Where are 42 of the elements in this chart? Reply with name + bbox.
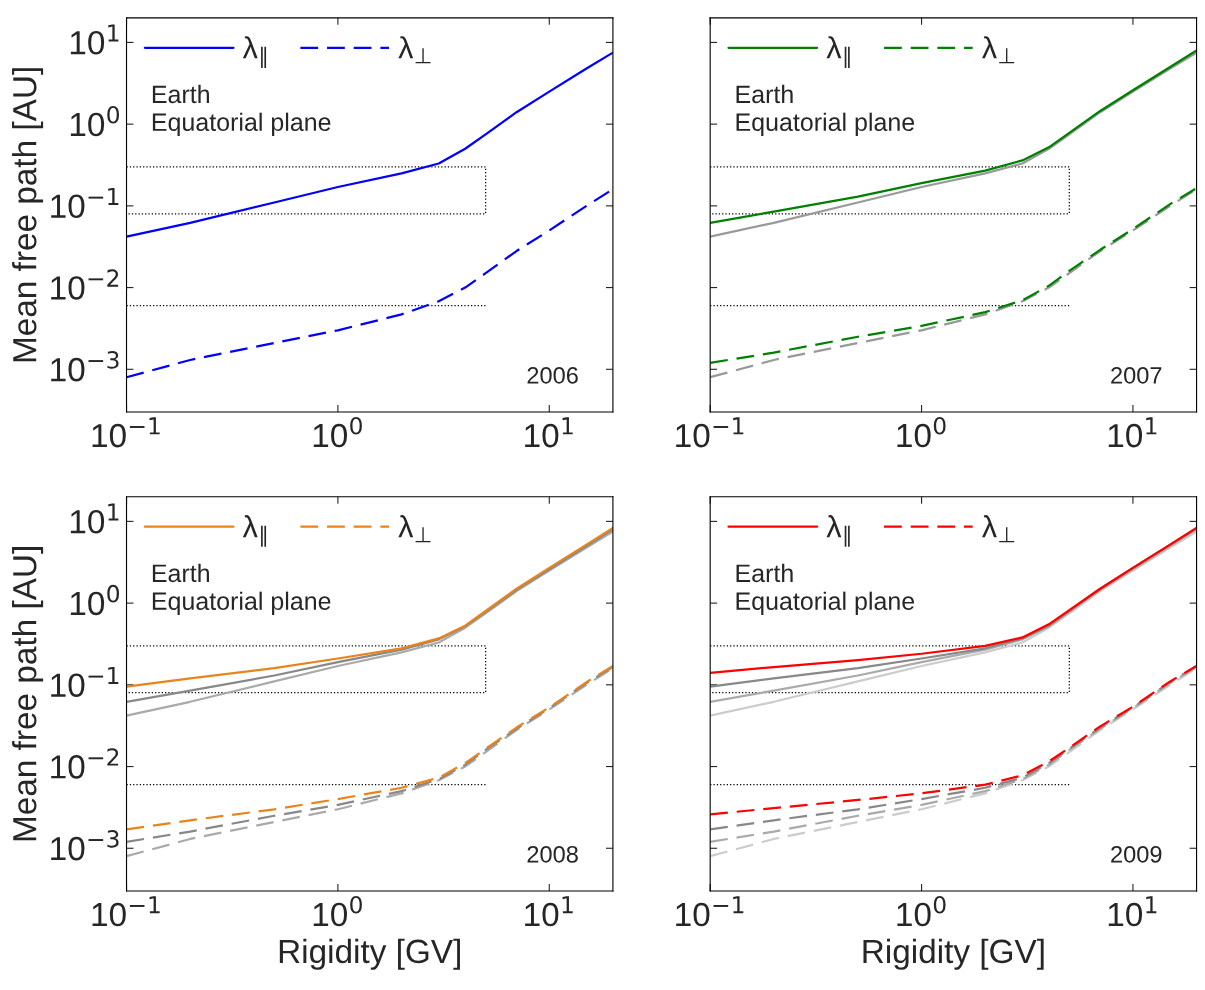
annotation: 2007 xyxy=(1111,366,1162,384)
x-tick-label: 10$^{−1}$ xyxy=(92,896,160,927)
legend-label: λ$_{⊥}$ xyxy=(398,515,431,543)
x-tick-label: 10$^{−1}$ xyxy=(92,417,160,448)
legend-label: λ$_{⊥}$ xyxy=(398,36,431,64)
x-tick-label: 10$^{0}$ xyxy=(897,416,946,448)
annotation: 2008 xyxy=(527,845,578,863)
y-axis-title: Mean free path [AU] xyxy=(12,547,44,841)
x-axis-title: Rigidity [GV] xyxy=(863,938,1044,970)
x-tick-label: 10$^{0}$ xyxy=(313,416,362,448)
legend-label: λ$_{∥}$ xyxy=(826,515,850,547)
x-tick-label: 10$^{0}$ xyxy=(897,895,946,927)
annotation: 2006 xyxy=(527,366,578,384)
x-tick-label: 10$^{1}$ xyxy=(525,896,573,927)
y-tick-label: 10$^{0}$ xyxy=(70,584,120,616)
annotation: Earth Equatorial plane xyxy=(736,563,915,615)
legend-label: λ$_{⊥}$ xyxy=(982,515,1015,543)
x-tick-label: 10$^{−1}$ xyxy=(676,417,744,448)
annotation: Earth Equatorial plane xyxy=(736,84,915,136)
legend-label: λ$_{∥}$ xyxy=(242,515,267,547)
y-tick-label: 10$^{−2}$ xyxy=(51,748,119,779)
x-tick-label: 10$^{1}$ xyxy=(1108,896,1157,927)
legend-label: λ$_{∥}$ xyxy=(826,36,850,68)
y-tick-label: 10$^{0}$ xyxy=(70,105,120,137)
y-tick-label: 10$^{−3}$ xyxy=(51,830,119,861)
y-tick-label: 10$^{−1}$ xyxy=(51,666,119,698)
y-tick-label: 10$^{1}$ xyxy=(70,503,119,534)
y-axis-title: Mean free path [AU] xyxy=(12,68,44,362)
x-tick-label: 10$^{1}$ xyxy=(1108,417,1157,448)
legend-label: λ$_{⊥}$ xyxy=(982,36,1015,64)
annotation: 2009 xyxy=(1111,845,1162,863)
y-tick-label: 10$^{1}$ xyxy=(70,24,119,55)
annotation: Earth Equatorial plane xyxy=(152,84,331,136)
y-tick-label: 10$^{−2}$ xyxy=(51,269,119,300)
x-tick-label: 10$^{1}$ xyxy=(525,417,573,448)
y-tick-label: 10$^{−1}$ xyxy=(51,187,119,219)
x-tick-label: 10$^{−1}$ xyxy=(676,896,744,927)
y-tick-label: 10$^{−3}$ xyxy=(51,351,119,382)
x-tick-label: 10$^{0}$ xyxy=(313,895,362,927)
x-axis-title: Rigidity [GV] xyxy=(279,938,460,970)
legend-label: λ$_{∥}$ xyxy=(242,36,267,68)
annotation: Earth Equatorial plane xyxy=(152,563,331,615)
